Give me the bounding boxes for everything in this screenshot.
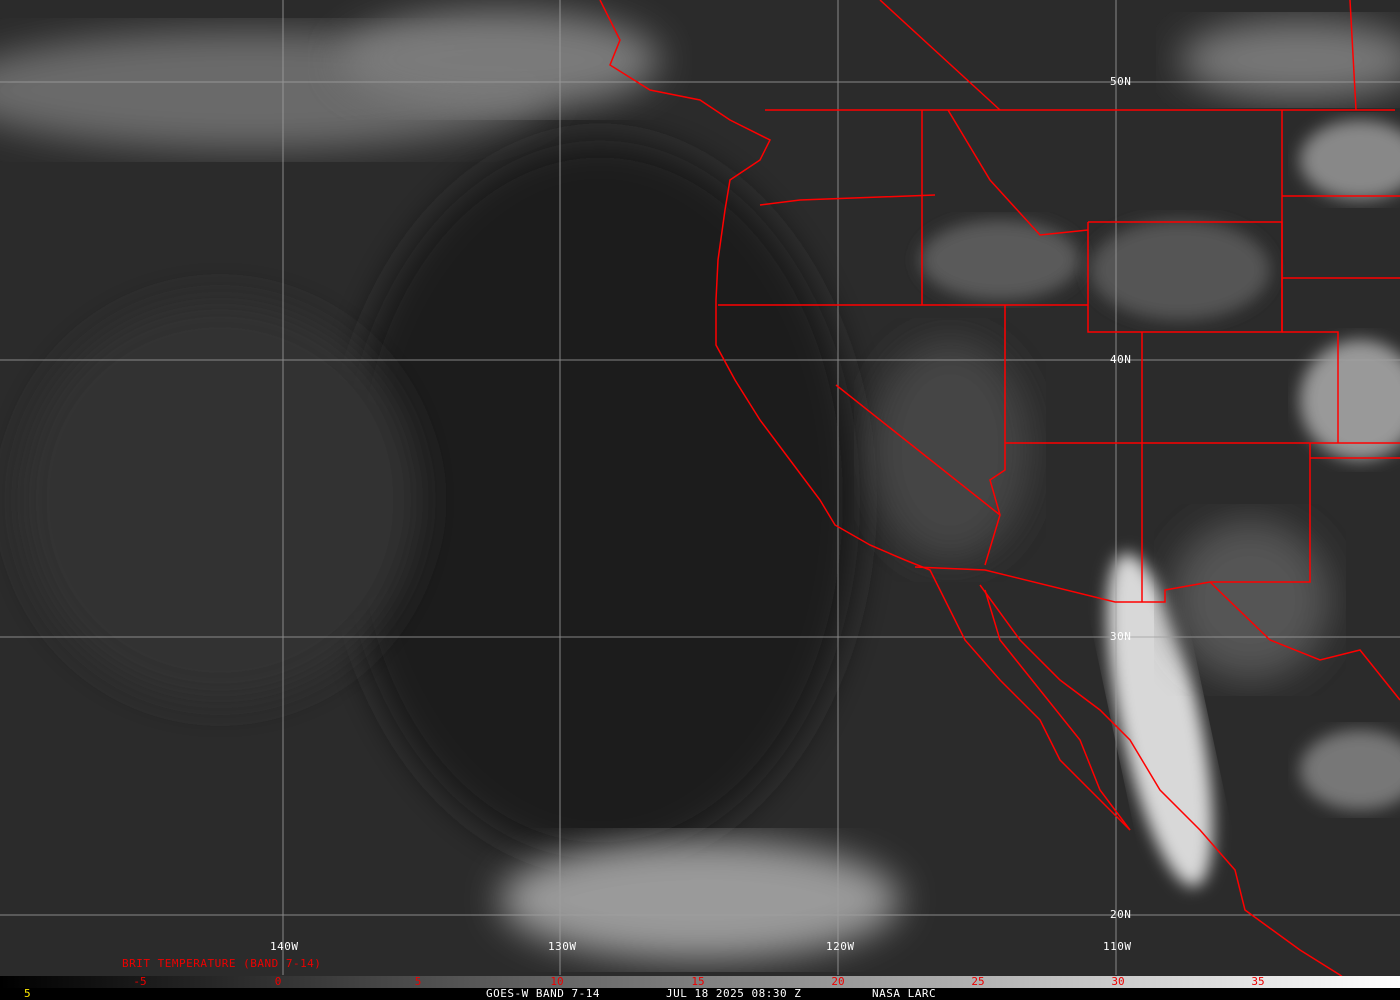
- lon-label-110w: 110W: [1103, 940, 1132, 953]
- colorbar-tick: 30: [1111, 975, 1125, 988]
- footer-bar: 5 GOES-W BAND 7-14 JUL 18 2025 08:30 Z N…: [0, 987, 1400, 1000]
- colorbar-tick: 5: [414, 975, 422, 988]
- cloud-field: [0, 10, 1400, 960]
- colorbar-tick: 20: [831, 975, 845, 988]
- lat-label-40n: 40N: [1110, 353, 1132, 366]
- colorbar: [0, 976, 1400, 988]
- lon-label-120w: 120W: [826, 940, 855, 953]
- mexico-mainland-coast: [979, 584, 1361, 991]
- lon-label-130w: 130W: [548, 940, 577, 953]
- colorbar-tick: 15: [691, 975, 705, 988]
- image-source: NASA LARC: [872, 987, 937, 1000]
- colorbar-tick: 10: [550, 975, 564, 988]
- frame-number: 5: [24, 987, 32, 1000]
- gulf-of-california-coast: [984, 589, 1131, 831]
- lat-label-20n: 20N: [1110, 908, 1132, 921]
- colorbar-tick: 0: [274, 975, 282, 988]
- colorbar-tick: 25: [971, 975, 985, 988]
- political-borders: [599, 0, 1400, 991]
- satellite-band: GOES-W BAND 7-14: [486, 987, 600, 1000]
- colorbar-title: BRIT TEMPERATURE (BAND 7-14): [122, 957, 322, 970]
- lat-label-50n: 50N: [1110, 75, 1132, 88]
- lat-label-30n: 30N: [1110, 630, 1132, 643]
- colorbar-tick: 35: [1251, 975, 1265, 988]
- image-datetime: JUL 18 2025 08:30 Z: [666, 987, 802, 1000]
- lon-label-140w: 140W: [270, 940, 299, 953]
- us-west-coastline: [599, 0, 1131, 831]
- colorbar-tick: -5: [133, 975, 147, 988]
